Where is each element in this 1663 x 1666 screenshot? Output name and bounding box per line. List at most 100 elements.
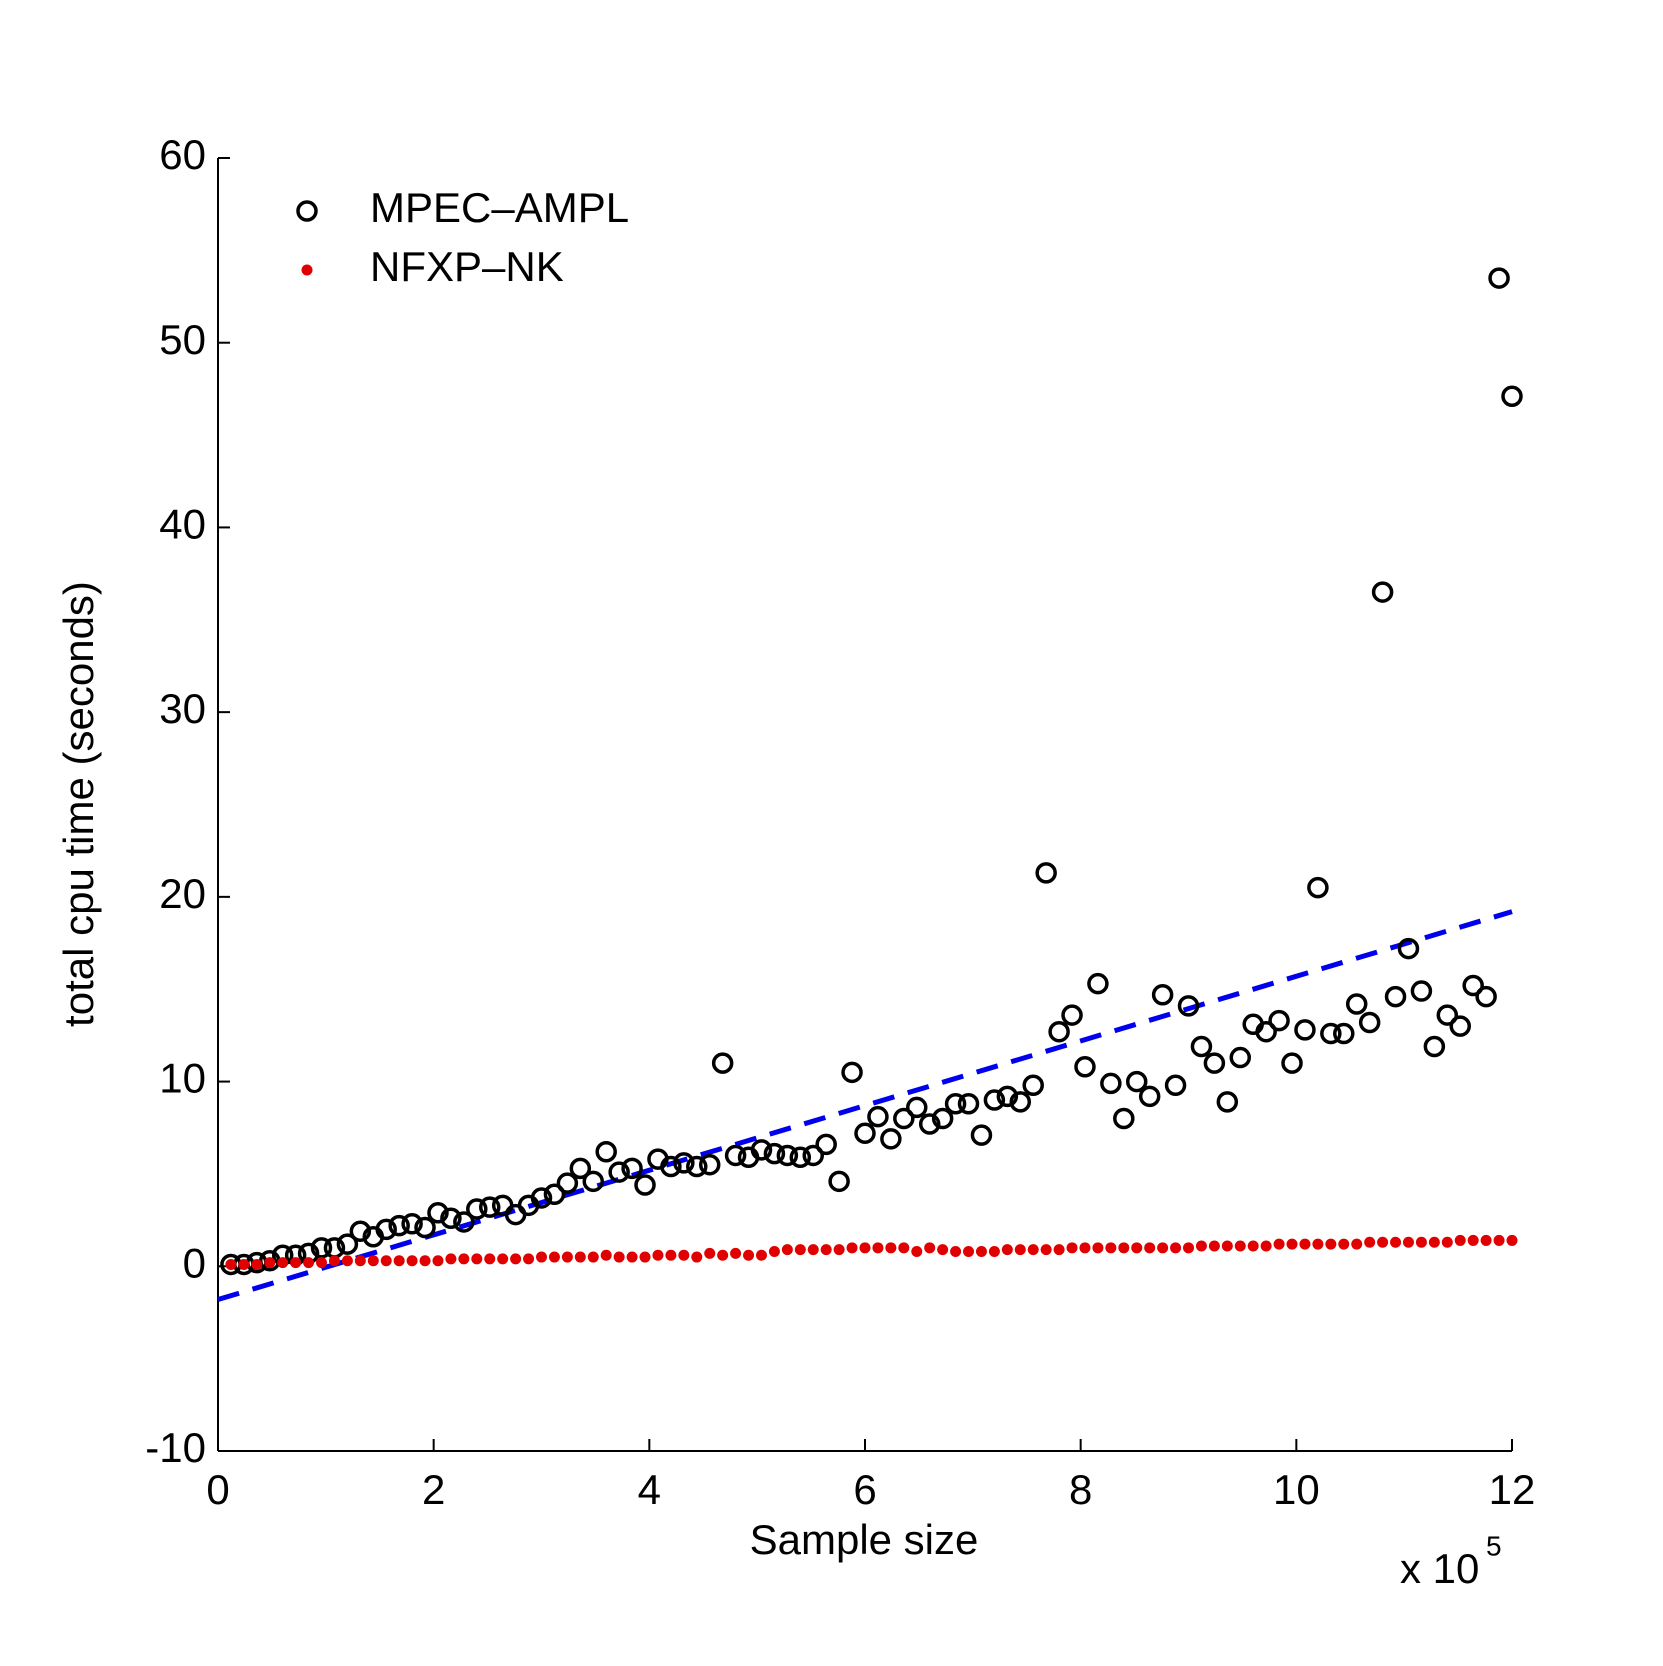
data-point: [828, 1170, 850, 1193]
data-point: [841, 1061, 863, 1084]
data-point: [1040, 1244, 1052, 1256]
data-point: [1009, 1091, 1032, 1113]
data-point: [543, 1183, 566, 1205]
data-point: [763, 1142, 786, 1165]
data-point: [750, 1139, 773, 1161]
x-tick-label: 8: [1069, 1466, 1092, 1513]
y-tick-label: 10: [159, 1055, 206, 1102]
y-axis-label: total cpu time (seconds): [55, 581, 102, 1027]
data-point: [794, 1244, 806, 1256]
data-point: [1345, 993, 1368, 1015]
y-tick-label: 20: [159, 870, 206, 917]
data-point: [743, 1249, 755, 1261]
data-point: [768, 1246, 780, 1258]
data-point: [1260, 1240, 1272, 1252]
data-point: [1014, 1244, 1026, 1256]
data-point: [906, 1096, 928, 1119]
data-point: [963, 1246, 975, 1258]
data-point: [820, 1244, 832, 1256]
y-tick-label: 50: [159, 316, 206, 363]
data-point: [698, 1153, 721, 1176]
data-point: [478, 1196, 501, 1218]
data-point: [1402, 1236, 1414, 1248]
data-point: [686, 1155, 708, 1178]
data-point: [277, 1257, 289, 1269]
data-point: [458, 1253, 470, 1265]
data-point: [755, 1249, 767, 1261]
data-point: [316, 1257, 328, 1269]
data-point: [1255, 1020, 1277, 1043]
data-point: [846, 1242, 858, 1254]
data-point: [1454, 1234, 1466, 1246]
data-point: [911, 1246, 923, 1258]
data-point: [595, 1141, 617, 1163]
data-point: [1307, 876, 1329, 899]
data-point: [1294, 1019, 1316, 1041]
data-point: [264, 1257, 276, 1269]
data-point: [1195, 1240, 1207, 1252]
data-point: [419, 1255, 431, 1267]
data-point: [523, 1253, 535, 1265]
data-point: [1216, 1091, 1239, 1113]
data-point: [711, 1052, 734, 1074]
data-point: [673, 1152, 695, 1174]
data-point: [1467, 1234, 1479, 1246]
data-point: [660, 1155, 682, 1178]
data-point: [626, 1251, 638, 1263]
data-point: [988, 1246, 1000, 1258]
data-point: [1338, 1238, 1350, 1250]
data-point: [375, 1218, 397, 1241]
data-point: [1113, 1107, 1135, 1130]
data-point: [1131, 1242, 1143, 1254]
data-point: [290, 1257, 302, 1269]
data-point: [789, 1146, 812, 1169]
data-point: [639, 1251, 651, 1263]
data-point: [975, 1246, 987, 1258]
data-point: [569, 1157, 592, 1180]
data-point: [561, 1251, 573, 1263]
data-point: [815, 1133, 837, 1156]
data-point: [918, 1113, 941, 1135]
data-point: [1164, 1074, 1187, 1097]
data-point: [1501, 385, 1523, 408]
x-tick-label: 4: [638, 1466, 661, 1513]
data-point: [957, 1092, 980, 1115]
data-point: [238, 1258, 250, 1270]
data-point: [367, 1255, 379, 1267]
y-tick-label: -10: [145, 1424, 206, 1471]
data-point: [1087, 972, 1109, 995]
data-point: [388, 1214, 410, 1237]
data-point: [1053, 1244, 1065, 1256]
data-point: [548, 1251, 560, 1263]
data-point: [867, 1105, 889, 1128]
data-point: [354, 1255, 366, 1267]
data-point: [665, 1249, 677, 1261]
data-point: [393, 1255, 405, 1267]
data-point: [1048, 1020, 1070, 1043]
data-point: [937, 1244, 949, 1256]
legend-marker: [301, 264, 313, 276]
y-tick-label: 0: [183, 1239, 206, 1286]
data-point: [621, 1157, 643, 1180]
data-point: [1493, 1234, 1505, 1246]
data-point: [1125, 1070, 1148, 1093]
fit-line: [217, 909, 1513, 1302]
data-point: [880, 1128, 902, 1150]
data-point: [1190, 1035, 1213, 1058]
data-point: [1436, 1004, 1459, 1026]
data-point: [1423, 1035, 1446, 1058]
x-tick-label: 2: [422, 1466, 445, 1513]
data-point: [1066, 1242, 1078, 1254]
data-point: [1092, 1242, 1104, 1254]
data-point: [1061, 1004, 1083, 1026]
data-point: [1035, 862, 1057, 884]
data-point: [1268, 1009, 1290, 1032]
data-point: [1506, 1234, 1518, 1246]
data-point: [556, 1172, 579, 1194]
data-point: [1286, 1238, 1298, 1250]
data-point: [427, 1201, 449, 1224]
legend-label: MPEC–AMPL: [370, 184, 629, 231]
legend-marker: [296, 200, 318, 222]
data-point: [944, 1092, 967, 1115]
